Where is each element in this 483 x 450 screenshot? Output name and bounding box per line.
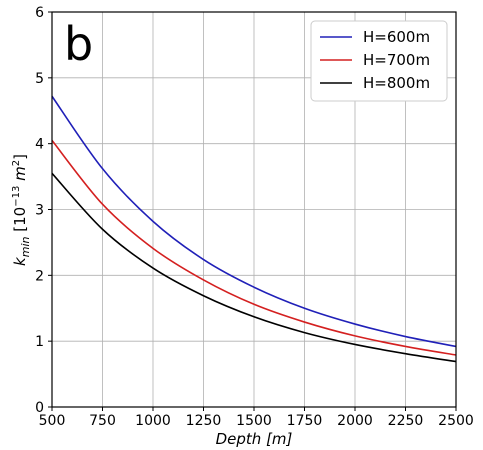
y-tick-label: 2	[35, 268, 44, 284]
legend-box	[310, 20, 448, 102]
x-tick-label: 750	[89, 413, 116, 429]
y-axis-label-var: k	[11, 256, 29, 266]
legend-label-2: H=700m	[363, 51, 430, 69]
y-tick-label: 0	[35, 400, 44, 416]
y-axis-label-unit-exp: 2	[11, 160, 22, 166]
legend-label-3: H=800m	[363, 74, 430, 92]
series-line-3	[51, 172, 457, 363]
x-axis-label-unit: [m]	[266, 430, 292, 448]
y-tick-label: 1	[35, 334, 44, 350]
x-tick-label: 1250	[186, 413, 222, 429]
y-tick-label: 4	[35, 137, 44, 153]
x-tick-label: 2000	[337, 413, 373, 429]
ticks: 500 750 1000 1250 1500 1750 2000 2250 2500 0 1 2 3 4 5…	[35, 5, 474, 429]
x-axis-label: Depth [m]	[216, 430, 293, 448]
y-tick-label: 3	[35, 203, 44, 219]
y-axis-label-exp: −13	[11, 186, 22, 207]
x-tick-label: 500	[39, 413, 66, 429]
series-lines	[51, 95, 457, 363]
x-tick-label: 1500	[236, 413, 272, 429]
y-axis-label-prefix: [10	[11, 207, 29, 232]
series-line-1	[51, 95, 457, 348]
y-axis-label-sub: min	[19, 237, 32, 258]
panel-label: b	[64, 17, 93, 71]
series-line-2	[51, 139, 457, 356]
y-axis-label: kmin [10−13 m2]	[11, 154, 32, 266]
grid	[51, 11, 457, 408]
legend: H=600m H=700m H=800m	[310, 20, 448, 102]
x-tick-label: 2500	[438, 413, 474, 429]
x-tick-label: 1000	[135, 413, 171, 429]
legend-label-1: H=600m	[363, 28, 430, 46]
y-axis-label-unit: m	[11, 166, 29, 181]
x-axis-label-main: Depth	[216, 430, 262, 448]
x-tick-label: 2250	[388, 413, 424, 429]
y-tick-label: 5	[35, 71, 44, 87]
y-axis-label-suffix: ]	[11, 154, 29, 160]
y-tick-label: 6	[35, 5, 44, 21]
x-tick-label: 1750	[287, 413, 323, 429]
